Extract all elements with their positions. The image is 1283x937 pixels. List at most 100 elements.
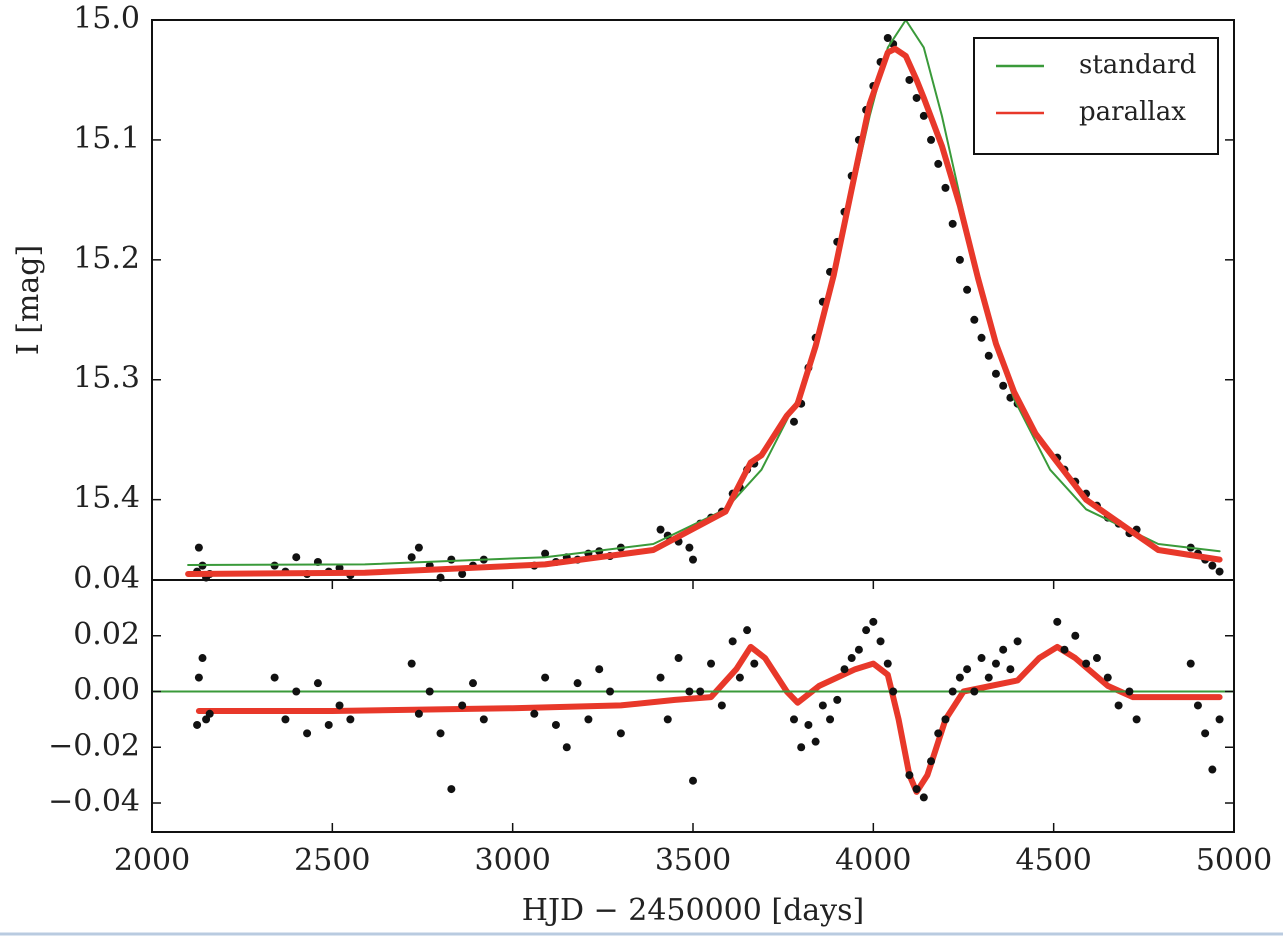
data-point bbox=[999, 645, 1008, 654]
data-point bbox=[728, 637, 737, 646]
data-point bbox=[999, 381, 1008, 390]
data-point bbox=[955, 255, 964, 264]
data-point bbox=[1103, 673, 1112, 682]
data-point bbox=[941, 183, 950, 192]
data-point bbox=[541, 549, 550, 558]
data-point bbox=[1186, 659, 1195, 668]
data-point bbox=[573, 679, 582, 688]
data-point bbox=[811, 737, 820, 746]
data-point bbox=[1053, 617, 1062, 626]
data-point bbox=[955, 673, 964, 682]
data-point bbox=[919, 111, 928, 120]
data-point bbox=[281, 715, 290, 724]
data-point bbox=[1013, 637, 1022, 646]
data-point bbox=[606, 687, 615, 696]
data-point bbox=[674, 654, 683, 663]
y-tick-label: 0.04 bbox=[73, 561, 140, 596]
data-point bbox=[685, 543, 694, 552]
data-point bbox=[562, 743, 571, 752]
x-axis-label: HJD − 2450000 [days] bbox=[522, 893, 864, 928]
legend-label: parallax bbox=[1079, 97, 1186, 127]
data-point bbox=[530, 709, 539, 718]
data-point bbox=[984, 673, 993, 682]
data-point bbox=[1071, 631, 1080, 640]
y-tick-label: 15.0 bbox=[73, 1, 140, 36]
data-point bbox=[927, 757, 936, 766]
x-tick-label: 2000 bbox=[114, 843, 190, 878]
data-point bbox=[883, 659, 892, 668]
data-point bbox=[414, 543, 423, 552]
x-tick-label: 4500 bbox=[1015, 843, 1091, 878]
data-point bbox=[869, 617, 878, 626]
data-point bbox=[458, 570, 467, 579]
data-point bbox=[303, 729, 312, 738]
data-point bbox=[1125, 687, 1134, 696]
y-tick-label: 0.02 bbox=[73, 617, 140, 652]
data-point bbox=[1092, 654, 1101, 663]
data-point bbox=[941, 715, 950, 724]
data-point bbox=[407, 659, 416, 668]
data-point bbox=[977, 333, 986, 342]
data-point bbox=[963, 285, 972, 294]
data-point bbox=[447, 555, 456, 564]
data-point bbox=[346, 715, 355, 724]
y-tick-label: −0.04 bbox=[48, 784, 140, 819]
data-point bbox=[447, 785, 456, 794]
data-point bbox=[883, 33, 892, 42]
x-tick-label: 5000 bbox=[1196, 843, 1272, 878]
data-point bbox=[194, 543, 203, 552]
x-tick-label: 2500 bbox=[294, 843, 370, 878]
data-point bbox=[948, 219, 957, 228]
data-point bbox=[847, 654, 856, 663]
data-point bbox=[1060, 645, 1069, 654]
data-point bbox=[789, 715, 798, 724]
y-tick-label: 0.00 bbox=[73, 673, 140, 708]
data-point bbox=[425, 687, 434, 696]
data-point bbox=[876, 637, 885, 646]
data-point bbox=[324, 720, 333, 729]
data-point bbox=[991, 659, 1000, 668]
data-point bbox=[616, 729, 625, 738]
data-point bbox=[595, 665, 604, 674]
data-point bbox=[1215, 715, 1224, 724]
model-line bbox=[185, 45, 1223, 577]
data-point bbox=[414, 709, 423, 718]
model-line bbox=[195, 643, 1223, 795]
data-point bbox=[743, 626, 752, 635]
data-point bbox=[833, 695, 842, 704]
data-point bbox=[735, 673, 744, 682]
data-point bbox=[205, 709, 214, 718]
data-point bbox=[889, 687, 898, 696]
data-point bbox=[335, 701, 344, 710]
data-point bbox=[689, 776, 697, 785]
y-tick-label: 15.3 bbox=[73, 361, 140, 396]
data-point bbox=[919, 793, 928, 802]
data-point bbox=[193, 720, 202, 729]
data-point bbox=[818, 701, 827, 710]
data-point bbox=[198, 654, 207, 663]
data-point bbox=[663, 715, 672, 724]
data-point bbox=[696, 687, 705, 696]
data-point bbox=[804, 720, 813, 729]
data-point bbox=[584, 715, 593, 724]
data-point bbox=[789, 417, 798, 426]
data-point bbox=[912, 785, 921, 794]
data-point bbox=[1132, 715, 1141, 724]
data-point bbox=[826, 715, 835, 724]
plot-frame bbox=[151, 579, 1235, 833]
data-point bbox=[934, 159, 943, 168]
data-point bbox=[313, 679, 322, 688]
data-point bbox=[468, 679, 477, 688]
data-point bbox=[970, 687, 979, 696]
y-tick-label: −0.02 bbox=[48, 728, 140, 763]
data-point bbox=[689, 555, 697, 564]
x-tick-label: 3000 bbox=[474, 843, 550, 878]
data-point bbox=[1215, 567, 1224, 576]
data-point bbox=[963, 665, 972, 674]
legend-label: standard bbox=[1079, 50, 1196, 80]
data-point bbox=[407, 553, 416, 562]
model-line bbox=[187, 19, 1221, 566]
data-point bbox=[948, 687, 957, 696]
data-point bbox=[862, 626, 871, 635]
